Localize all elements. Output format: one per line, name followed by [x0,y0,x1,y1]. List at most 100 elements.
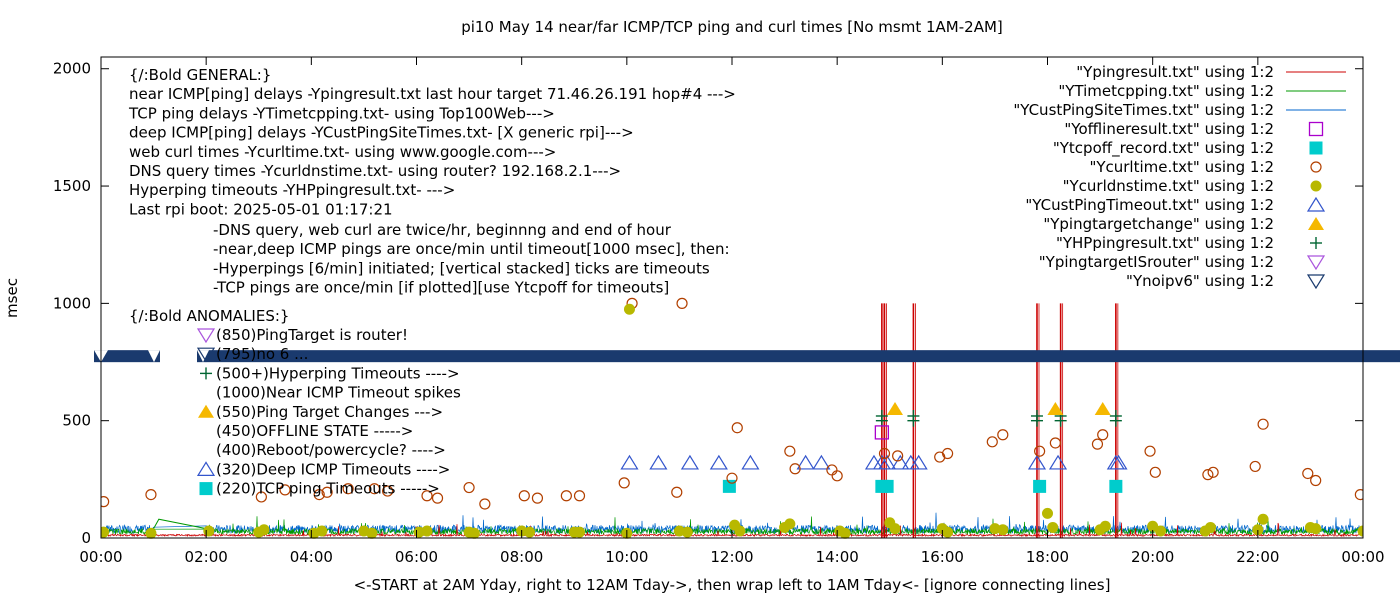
mark-tri-up-open-4-12 [909,454,928,470]
mark-plus-stack-1-3 [907,414,920,427]
mark-circle-open-6-8 [381,485,394,497]
x-tick-label: 16:00 [921,548,964,566]
mark-tri-up-filled-5-0 [887,401,904,415]
mark-circle-filled-7-8 [366,527,378,539]
mark-circle-filled-7-30 [942,526,954,538]
mark-circle-filled-7-2 [203,525,215,537]
mark-circle-filled-7-32 [997,524,1009,536]
mark-circle-filled-7-34 [1047,521,1059,533]
mark-circle-open-6-19 [676,297,688,309]
mark-tri-up-open-4-13 [1027,454,1047,470]
mark-circle-open-6-0 [101,496,110,508]
mark-circle-filled-7-44 [1310,523,1322,535]
mark-tri-up-open-4-3 [709,454,728,470]
mark-circle-open-6-34 [1049,437,1061,449]
mark-tri-up-open-4-10 [891,454,910,470]
legend-entry-label: "YCustPingSiteTimes.txt" using 1:2 [1013,101,1274,119]
anomaly-marker [196,347,216,363]
legend-entry-label: "Ytcpoff_record.txt" using 1:2 [1053,139,1274,158]
mark-circle-open-6-39 [1202,469,1214,481]
mark-circle-open-6-5 [321,486,333,498]
anomaly-line: (795)no 6 ... [216,345,308,363]
anomaly-line: (550)Ping Target Changes ---> [216,403,443,421]
legend-entry-marker [1309,141,1323,155]
mark-circle-open-6-16 [573,490,586,502]
mark-tri-up-open-4-0 [620,454,639,470]
noipv6-band-left-notch2 [148,350,160,363]
mark-square-filled-2-4 [1109,479,1123,493]
x-tick-label: 10:00 [605,548,648,566]
anomaly-marker [200,367,212,380]
mark-tri-up-open-4-5 [796,454,815,470]
mark-circle-filled-7-41 [1252,524,1264,536]
mark-plus-stack-1-7 [1054,414,1067,427]
note-indented-line: -TCP pings are once/min [if plotted][use… [213,279,669,297]
mark-circle-open-6-32 [997,429,1009,441]
mark-tri-up-filled-5-2 [1094,401,1111,415]
mark-circle-filled-7-22 [734,525,746,537]
mark-circle-filled-7-40 [1205,521,1217,533]
legend-entry-marker [1306,274,1326,290]
mark-tri-up-open-4-9 [878,454,897,470]
mark-tri-up-open-4-16 [1109,454,1128,470]
note-line: {/:Bold GENERAL:} [129,66,271,84]
x-tick-label: 00:00 [79,548,122,566]
mark-circle-open-6-35 [1091,438,1104,450]
mark-circle-open-6-31 [986,436,998,448]
mark-circle-open-6-1 [145,488,157,501]
legend-entry-label: "Ynoipv6" using 1:2 [1126,272,1274,290]
mark-circle-filled-7-14 [524,526,536,538]
mark-circle-filled-7-45 [1357,525,1363,537]
mark-circle-filled-7-16 [574,526,586,538]
mark-circle-open-6-7 [368,483,381,495]
mark-circle-filled-7-38 [1155,525,1167,537]
anomaly-marker [198,404,214,418]
mark-plus-stack-1-5 [1030,414,1043,427]
mark-tri-up-open-4-11 [901,454,920,470]
y-tick-label: 1000 [53,294,91,312]
legend-entry-marker [1310,237,1322,249]
anomaly-line: (320)Deep ICMP Timeouts ----> [216,460,450,478]
x-axis-label: <-START at 2AM Yday, right to 12AM Tday-… [354,576,1111,594]
anomaly-line: (400)Reboot/powercycle? ----> [216,441,446,459]
mark-circle-open-6-33 [1034,445,1046,457]
mark-circle-open-6-17 [618,477,630,489]
y-tick-label: 2000 [53,60,91,78]
noipv6-band-left [94,350,160,363]
anomalies-title: {/:Bold ANOMALIES:} [129,307,289,325]
mark-circle-open-6-3 [279,484,291,496]
legend-entry-marker [1306,255,1326,271]
mark-tri-up-open-4-1 [649,454,668,470]
mark-circle-open-6-21 [731,422,743,434]
legend-entry-label: "Ycurldnstime.txt" using 1:2 [1063,177,1274,195]
anomaly-marker [199,482,213,496]
mark-circle-open-6-43 [1302,467,1314,480]
mark-circle-open-6-45 [1354,488,1363,501]
legend-entry-marker [1310,161,1322,173]
mark-circle-filled-7-28 [889,523,901,535]
mark-square-filled-2-2 [880,479,894,493]
anomaly-line: (500+)Hyperping Timeouts ----> [216,364,460,382]
mark-circle-filled-7-6 [316,525,328,537]
legend-entry-label: "YpingtargetISrouter" using 1:2 [1039,253,1274,271]
note-indented-line: -Hyperpings [6/min] initiated; [vertical… [213,259,710,277]
mark-circle-open-6-6 [342,483,354,495]
legend-entry-marker [1308,121,1324,137]
note-line: web curl times -Ycurltime.txt- using www… [129,143,556,161]
mark-circle-open-6-14 [531,492,544,504]
mark-circle-open-6-20 [671,486,683,498]
mark-circle-filled-7-12 [468,527,480,539]
mark-tri-up-open-4-4 [741,454,760,470]
mark-circle-filled-7-0 [101,526,110,538]
gap-connector-line [153,518,207,530]
mark-circle-open-6-24 [789,463,801,475]
legend-entry-label: "Yofflineresult.txt" using 1:2 [1064,120,1274,138]
mark-circle-open-6-2 [255,491,267,503]
note-line: Last rpi boot: 2025-05-01 01:17:21 [129,200,393,218]
x-tick-label: 14:00 [816,548,859,566]
x-tick-label: 02:00 [185,548,228,566]
chart-title: pi10 May 14 near/far ICMP/TCP ping and c… [461,18,1003,36]
mark-circle-open-6-42 [1257,418,1269,430]
x-tick-label: 20:00 [1131,548,1174,566]
